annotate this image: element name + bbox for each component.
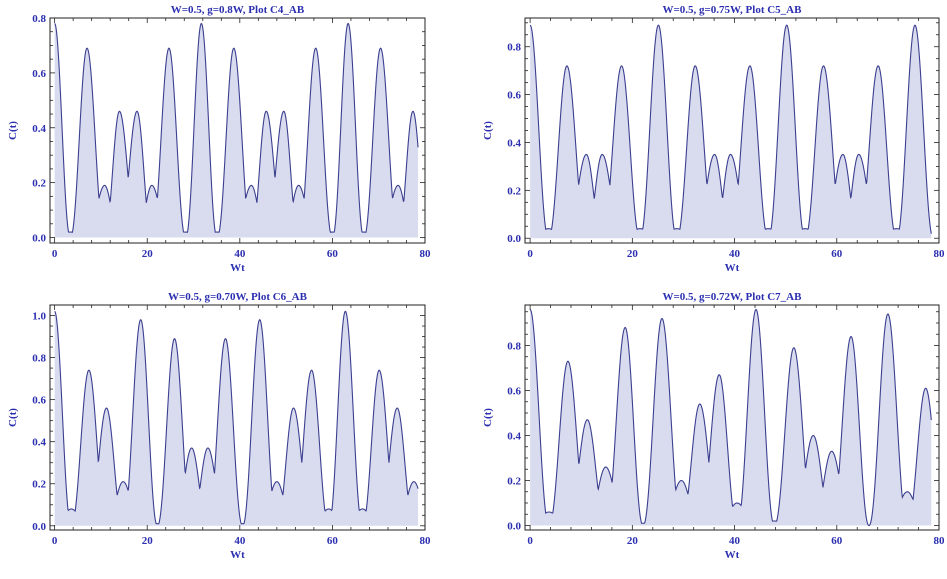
chart-title: W=0.5, g=0.70W, Plot C6_AB xyxy=(168,291,308,303)
x-axis-label: Wt xyxy=(725,262,740,274)
x-tick-label: 20 xyxy=(627,248,639,260)
y-tick-label: 0.2 xyxy=(507,185,521,197)
chart-c6: 0 20 40 60 80 0.0 0.2 0.4 0.6 0.8 1.0 W=0.5, g=0.70… xyxy=(0,287,470,574)
x-tick-label: 40 xyxy=(729,535,741,547)
x-tick-label: 40 xyxy=(234,248,246,260)
x-axis-label: Wt xyxy=(230,549,245,561)
y-tick-label: 0.6 xyxy=(32,395,46,407)
y-tick-label: 1.0 xyxy=(32,311,46,323)
chart-panel-c4: 0 20 40 60 80 0.0 0.2 0.4 0.6 0.8 W=0.5, g=0.8W, P… xyxy=(0,0,470,292)
chart-title: W=0.5, g=0.8W, Plot C4_AB xyxy=(171,4,305,16)
chart-panel-c5: 0 20 40 60 80 0.0 0.2 0.4 0.6 0.8 W=0.5, g=0.75W, … xyxy=(475,0,947,292)
x-tick-label: 0 xyxy=(52,535,58,547)
y-axis-label: C(t) xyxy=(482,408,494,427)
y-tick-label: 0.4 xyxy=(32,123,46,135)
x-tick-label: 60 xyxy=(831,248,843,260)
x-tick-label: 80 xyxy=(934,535,946,547)
y-tick-label: 0.6 xyxy=(32,68,46,80)
y-tick-label: 0.4 xyxy=(507,431,521,443)
x-axis-label: Wt xyxy=(725,549,740,561)
x-tick-label: 80 xyxy=(420,535,432,547)
x-tick-label: 60 xyxy=(327,535,339,547)
y-tick-label: 0.6 xyxy=(507,90,521,102)
y-tick-label: 0.4 xyxy=(32,437,46,449)
x-tick-label: 80 xyxy=(420,248,432,260)
y-tick-label: 0.2 xyxy=(507,476,521,488)
y-axis-label: C(t) xyxy=(482,121,494,140)
x-tick-label: 20 xyxy=(627,535,639,547)
y-axis-label: C(t) xyxy=(7,121,19,140)
x-tick-label: 60 xyxy=(327,248,339,260)
x-tick-label: 80 xyxy=(934,248,946,260)
x-tick-label: 40 xyxy=(729,248,741,260)
chart-c7: 0 20 40 60 80 0.0 0.2 0.4 0.6 0.8 W=0.5, g=0.72W, … xyxy=(475,287,947,574)
y-tick-label: 0.0 xyxy=(32,233,46,245)
y-tick-label: 0.0 xyxy=(507,521,521,533)
y-tick-label: 0.2 xyxy=(32,178,46,190)
x-tick-label: 60 xyxy=(831,535,843,547)
chart-title: W=0.5, g=0.72W, Plot C7_AB xyxy=(663,291,803,303)
y-axis-label: C(t) xyxy=(7,408,19,427)
y-tick-label: 0.2 xyxy=(32,479,46,491)
x-tick-label: 40 xyxy=(234,535,246,547)
y-tick-label: 0.6 xyxy=(507,386,521,398)
y-tick-label: 0.8 xyxy=(32,353,46,365)
chart-panel-c7: 0 20 40 60 80 0.0 0.2 0.4 0.6 0.8 W=0.5, g=0.72W, … xyxy=(475,287,947,579)
x-tick-label: 0 xyxy=(52,248,58,260)
chart-panel-c6: 0 20 40 60 80 0.0 0.2 0.4 0.6 0.8 1.0 W=0.5, g=0.70… xyxy=(0,287,470,579)
y-tick-label: 0.8 xyxy=(507,42,521,54)
x-tick-label: 0 xyxy=(527,248,533,260)
y-tick-label: 0.8 xyxy=(32,13,46,25)
y-tick-label: 0.8 xyxy=(507,341,521,353)
x-axis-label: Wt xyxy=(230,262,245,274)
y-tick-label: 0.4 xyxy=(507,137,521,149)
x-tick-label: 20 xyxy=(142,535,154,547)
chart-c5: 0 20 40 60 80 0.0 0.2 0.4 0.6 0.8 W=0.5, g=0.75W, … xyxy=(475,0,947,287)
y-tick-label: 0.0 xyxy=(32,521,46,533)
x-tick-label: 20 xyxy=(142,248,154,260)
chart-title: W=0.5, g=0.75W, Plot C5_AB xyxy=(663,4,803,16)
x-tick-label: 0 xyxy=(527,535,533,547)
chart-c4: 0 20 40 60 80 0.0 0.2 0.4 0.6 0.8 W=0.5, g=0.8W, P… xyxy=(0,0,470,287)
y-tick-label: 0.0 xyxy=(507,233,521,245)
